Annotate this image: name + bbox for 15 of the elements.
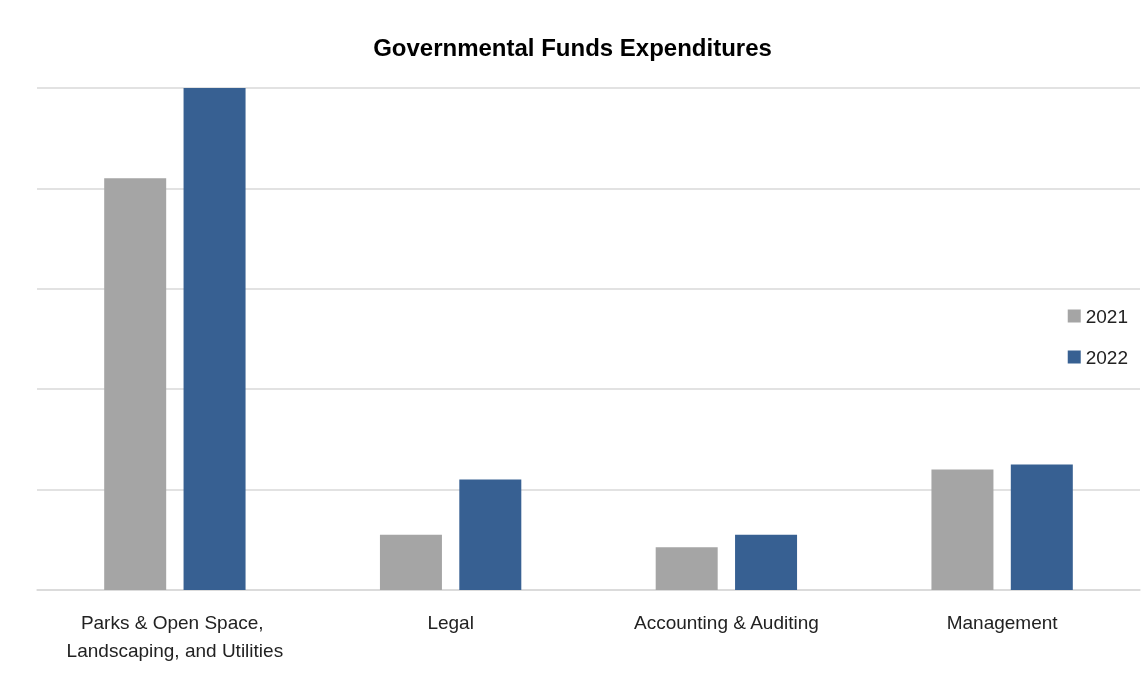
x-tick-label: Legal	[427, 611, 474, 633]
bar	[379, 534, 442, 590]
bar	[655, 547, 718, 590]
x-tick-label: Management	[946, 611, 1059, 633]
legend-label: 2022	[1085, 346, 1129, 368]
x-tick-label: Parks & Open Space, Landscaping, and Utilities	[66, 611, 284, 661]
bar	[459, 479, 522, 590]
chart-title: Governmental Funds Expenditures	[373, 33, 772, 61]
bar	[735, 534, 798, 590]
bar	[931, 469, 994, 590]
legend-label: 2021	[1085, 305, 1129, 327]
bar	[1010, 464, 1073, 590]
bar	[104, 178, 167, 590]
x-tick-label: Accounting & Auditing	[633, 611, 819, 633]
bar	[183, 88, 246, 590]
